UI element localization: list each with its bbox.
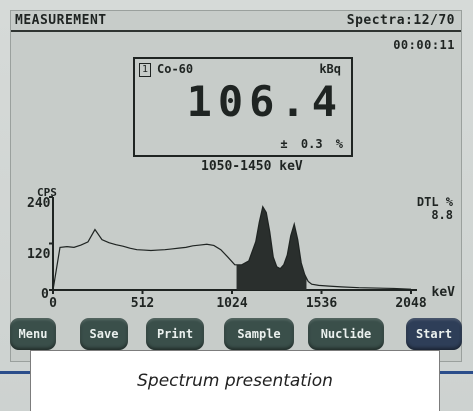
spectrum-line <box>52 205 412 291</box>
accent-line-right <box>440 371 473 374</box>
result-slot-number: 1 <box>139 63 151 77</box>
y-tick-120: 120 <box>27 247 51 262</box>
dead-time-label: DTL % <box>416 195 453 209</box>
screen-title: MEASUREMENT <box>15 13 107 28</box>
title-divider <box>11 30 461 32</box>
start-button[interactable]: Start <box>406 318 462 350</box>
spectra-counter: Spectra:12/70 <box>346 13 455 28</box>
x-tick-label: 512 <box>131 296 154 311</box>
nuclide-button[interactable]: Nuclide <box>308 318 384 350</box>
measurement-timer: 00:00:11 <box>393 38 455 52</box>
menu-button[interactable]: Menu <box>10 318 56 350</box>
activity-unit: kBq <box>319 62 341 76</box>
result-panel: 1 Co-60 kBq 106.4 ± 0.3 % <box>133 57 353 157</box>
y-axis-label: CPS <box>37 186 57 199</box>
spectrum-chart: 0 512 1024 1536 2048 <box>49 196 427 311</box>
y-tick-0: 0 <box>41 287 49 302</box>
nuclide-name: Co-60 <box>157 62 194 76</box>
y-tick-240: 240 <box>27 196 51 211</box>
lcd-screen: MEASUREMENT Spectra:12/70 00:00:11 1 Co-… <box>10 10 462 362</box>
softkey-bar: Menu Save Print Sample Nuclide Start <box>10 318 462 352</box>
caption-text: Spectrum presentation <box>137 371 333 391</box>
sample-button[interactable]: Sample <box>224 318 294 350</box>
energy-range: 1050-1450 keV <box>201 159 303 174</box>
print-button[interactable]: Print <box>146 318 204 350</box>
x-axis-label: keV <box>431 285 455 300</box>
x-tick-label: 0 <box>49 296 57 311</box>
x-tick-label: 2048 <box>395 296 426 311</box>
x-tick-label: 1024 <box>216 296 247 311</box>
activity-uncertainty: ± 0.3 % <box>280 137 343 151</box>
activity-value: 106.4 <box>186 77 343 126</box>
x-tick-label: 1536 <box>306 296 337 311</box>
accent-line-left <box>0 371 30 374</box>
dead-time-value: 8.8 <box>431 208 453 222</box>
save-button[interactable]: Save <box>80 318 128 350</box>
caption-box: Spectrum presentation <box>30 350 440 411</box>
